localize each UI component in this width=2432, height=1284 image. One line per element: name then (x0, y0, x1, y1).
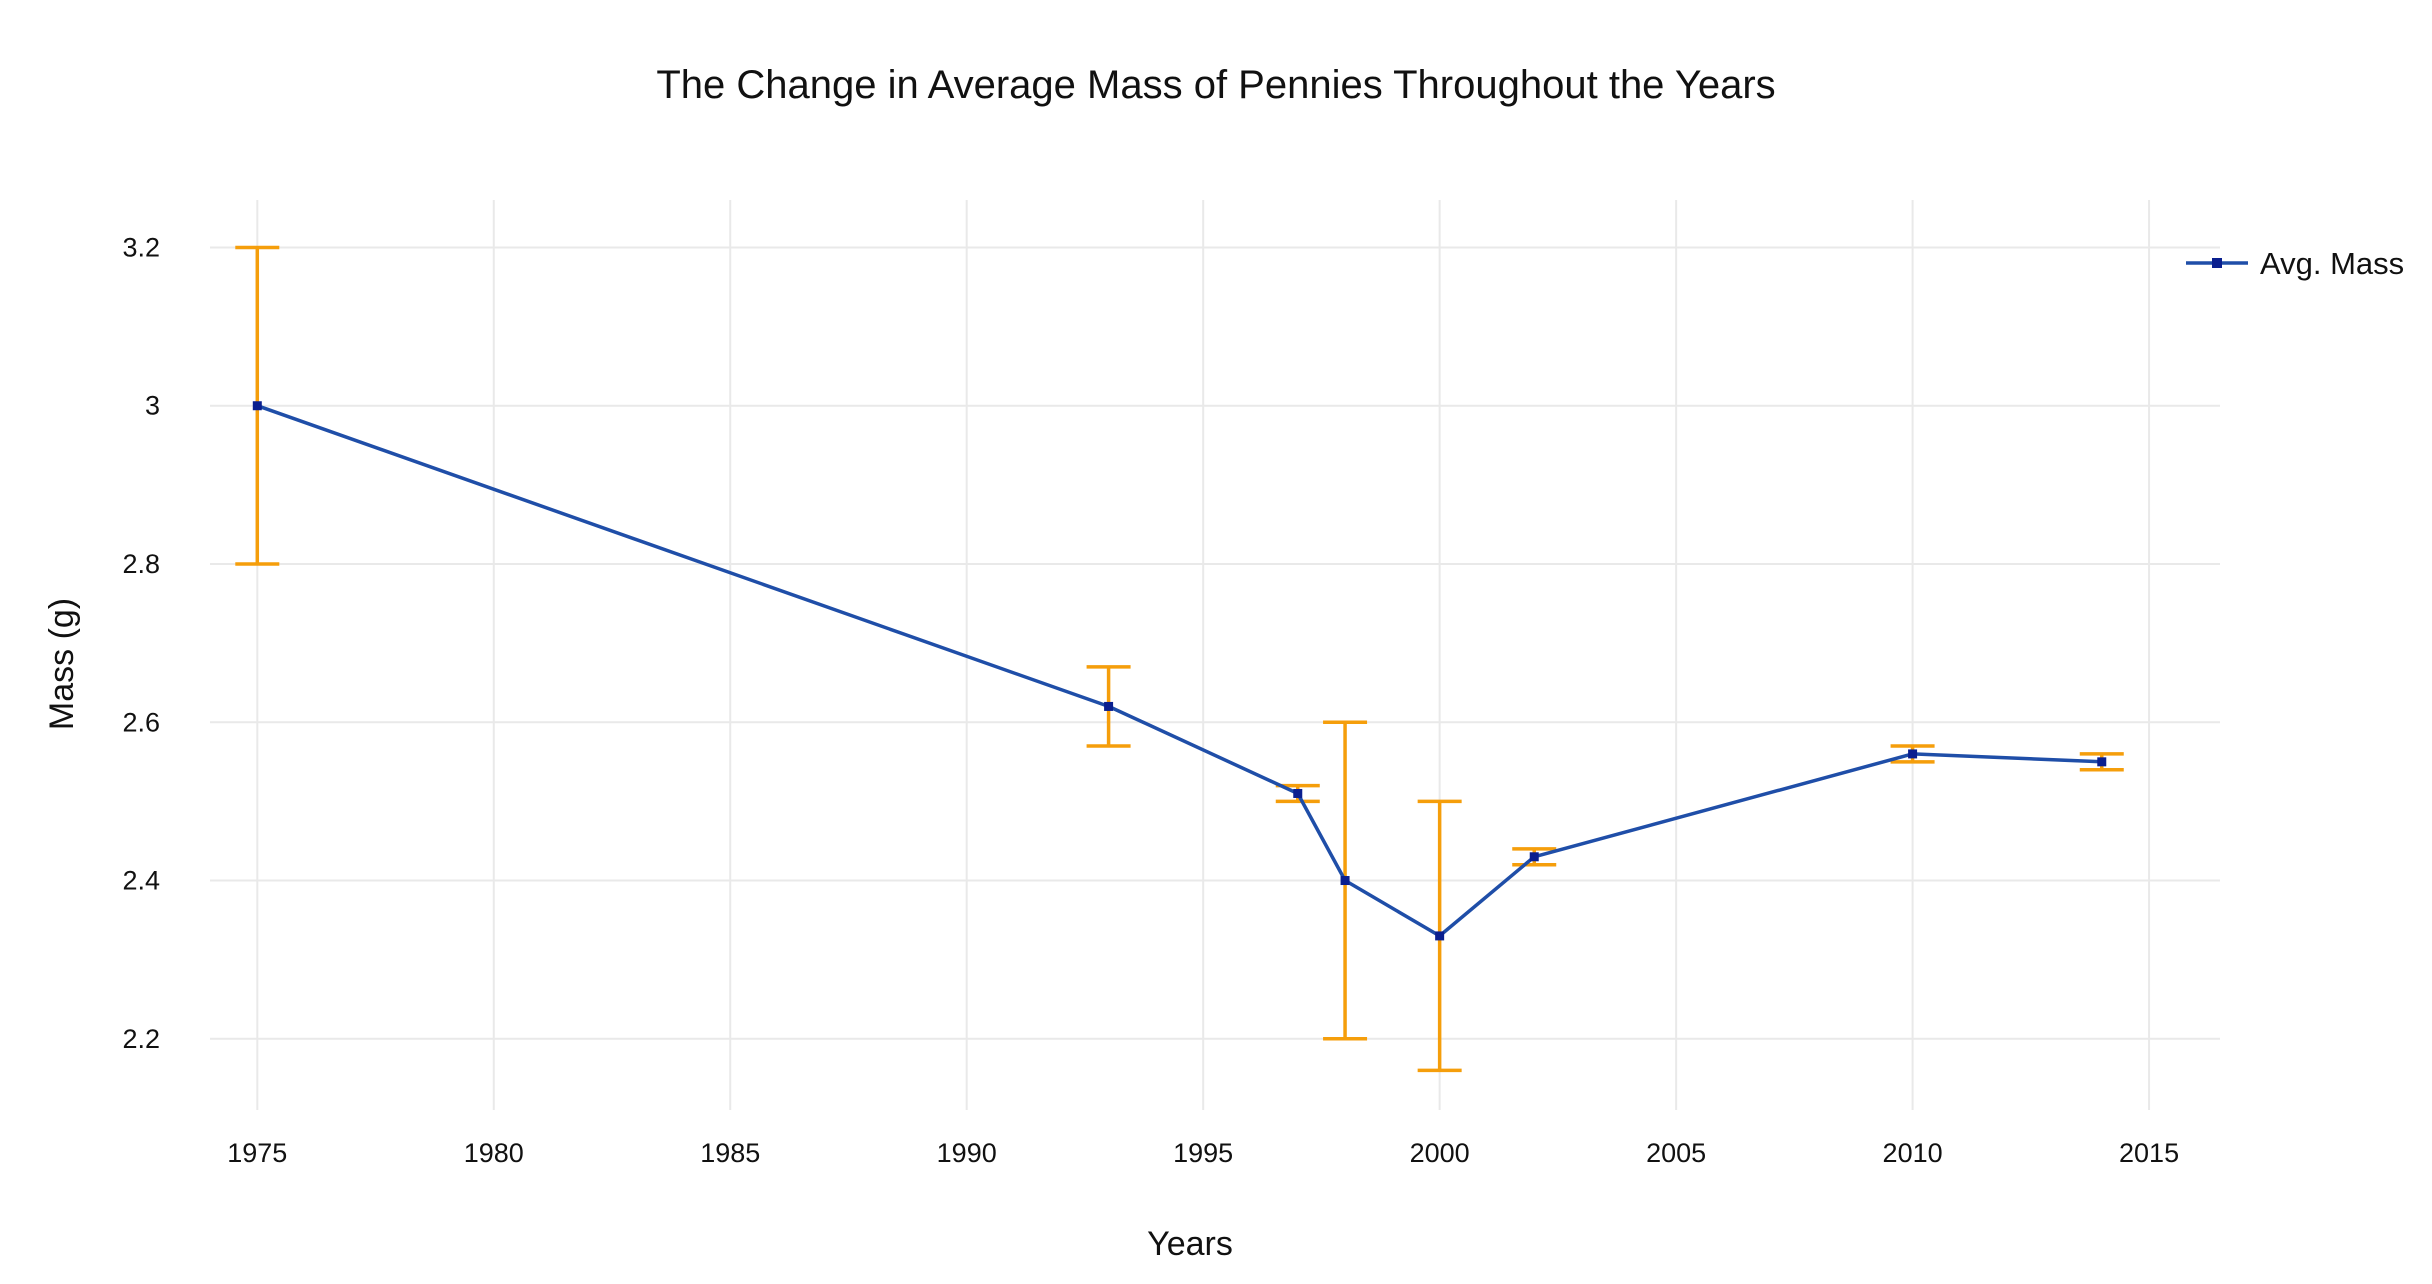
y-axis-title: Mass (g) (43, 598, 81, 730)
x-tick-label: 1975 (227, 1138, 287, 1168)
data-point[interactable] (1293, 788, 1303, 798)
series-line (256, 404, 2102, 938)
grid (210, 200, 2220, 1110)
data-point[interactable] (1435, 931, 1445, 941)
data-markers (252, 401, 2107, 941)
y-tick-label: 2.8 (122, 549, 160, 579)
y-tick-label: 3.2 (122, 232, 160, 262)
x-axis-title: Years (1147, 1225, 1233, 1263)
x-tick-label: 1995 (1173, 1138, 1233, 1168)
legend[interactable]: Avg. Mass (2186, 246, 2404, 281)
y-tick-label: 3 (145, 391, 160, 421)
x-tick-label: 1980 (464, 1138, 524, 1168)
x-tick-label: 2010 (1883, 1138, 1943, 1168)
chart-title: The Change in Average Mass of Pennies Th… (656, 63, 1775, 107)
data-point[interactable] (2097, 757, 2107, 767)
series-lines (256, 404, 2102, 938)
x-tick-label: 1985 (700, 1138, 760, 1168)
data-point[interactable] (252, 401, 262, 411)
y-tick-label: 2.6 (122, 707, 160, 737)
legend-marker-swatch (2212, 258, 2222, 268)
tick-labels: 1975 1980 1985 1990 1995 2000 2005 2010 2015 2.2 2… (122, 232, 2179, 1168)
x-tick-label: 2015 (2119, 1138, 2179, 1168)
data-point[interactable] (1104, 701, 1114, 711)
x-tick-label: 2000 (1410, 1138, 1470, 1168)
x-tick-label: 1990 (937, 1138, 997, 1168)
error-bars (235, 245, 2124, 1073)
y-tick-label: 2.4 (122, 866, 160, 896)
x-tick-label: 2005 (1646, 1138, 1706, 1168)
legend-label: Avg. Mass (2260, 246, 2404, 281)
data-point[interactable] (1529, 852, 1539, 862)
data-point[interactable] (1908, 749, 1918, 759)
data-point[interactable] (1340, 876, 1350, 886)
y-tick-label: 2.2 (122, 1024, 160, 1054)
